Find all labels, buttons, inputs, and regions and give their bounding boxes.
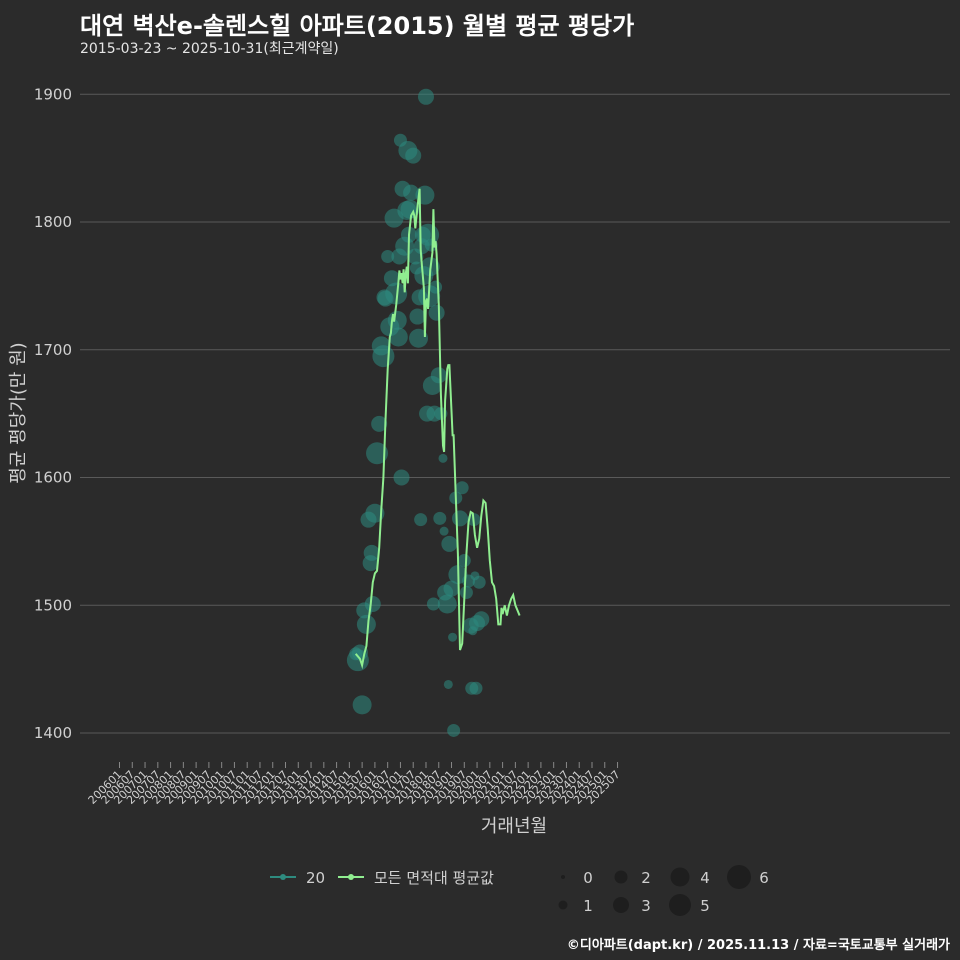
size-legend-circle <box>613 897 629 913</box>
scatter-point <box>455 481 469 495</box>
size-legend-circle <box>614 870 628 884</box>
scatter-point <box>403 184 420 201</box>
scatter-point <box>459 585 473 599</box>
scatter-point <box>457 554 471 568</box>
y-tick-label: 1500 <box>34 596 72 614</box>
scatter-point <box>356 614 376 634</box>
scatter-point <box>441 535 458 552</box>
size-legend-label: 0 <box>583 869 593 887</box>
scatter-point <box>433 511 447 525</box>
scatter-point <box>409 308 426 325</box>
size-legend-circle <box>561 875 565 879</box>
scatter-point <box>469 681 483 695</box>
legend: 20 모든 면적대 평균값 0 1 2 3 4 5 6 <box>270 865 769 916</box>
size-legend-circle <box>670 867 690 887</box>
chart-title: 대연 벽산e-솔렌스힐 아파트(2015) 월별 평균 평당가 <box>80 12 635 40</box>
scatter-point <box>426 597 440 611</box>
scatter-point <box>472 575 486 589</box>
scatter-point <box>393 469 410 486</box>
scatter-point <box>385 282 408 305</box>
chart-subtitle: 2015-03-23 ~ 2025-10-31(최근계약일) <box>80 41 339 57</box>
x-axis-label: 거래년월 <box>481 816 547 837</box>
size-legend-label: 3 <box>641 897 651 915</box>
scatter-point <box>414 513 428 527</box>
scatter-point <box>452 510 469 527</box>
y-tick-label: 1800 <box>34 213 72 231</box>
scatter-point <box>417 88 434 105</box>
scatter-point <box>430 367 447 384</box>
y-tick-label: 1700 <box>34 341 72 359</box>
scatter-point <box>372 345 395 368</box>
scatter-point <box>381 249 395 263</box>
size-legend-label: 2 <box>641 869 651 887</box>
size-legend-label: 4 <box>700 869 710 887</box>
scatter-point <box>366 442 389 465</box>
scatter-point <box>448 632 458 642</box>
legend-marker-20 <box>280 874 286 880</box>
scatter-point <box>473 611 490 628</box>
scatter-point <box>438 453 448 463</box>
average-line <box>354 188 521 670</box>
scatter-point <box>363 544 380 561</box>
y-tick-label: 1400 <box>34 724 72 742</box>
y-axis-label: 평균 평당가(만 원) <box>8 342 29 483</box>
scatter-point <box>383 270 400 287</box>
scatter-point <box>439 526 449 536</box>
scatter-point <box>364 595 381 612</box>
size-legend-circle <box>727 865 751 889</box>
footer-credit: ©디아파트(dapt.kr) / 2025.11.13 / 자료=국토교통부 실… <box>566 938 950 953</box>
scatter-point <box>405 147 422 164</box>
scatter-point <box>352 695 372 715</box>
scatter-point <box>429 280 443 294</box>
scatter-point <box>443 580 460 597</box>
scatter-point <box>437 594 457 614</box>
size-legend-label: 1 <box>583 897 593 915</box>
scatter-point <box>409 328 429 348</box>
legend-marker-average <box>348 874 354 880</box>
size-legend-circle <box>669 894 691 916</box>
scatter-point <box>365 503 385 523</box>
y-tick-label: 1900 <box>34 85 72 103</box>
scatter-point <box>388 327 408 347</box>
size-legend-circle <box>558 900 568 910</box>
scatter-point <box>447 723 461 737</box>
legend-label-20: 20 <box>306 869 325 887</box>
size-legend-label: 5 <box>700 897 710 915</box>
legend-label-average: 모든 면적대 평균값 <box>374 869 494 887</box>
scatter-point <box>371 415 388 432</box>
size-legend-label: 6 <box>759 869 769 887</box>
scatter-point <box>428 304 445 321</box>
y-tick-label: 1600 <box>34 469 72 487</box>
scatter-point <box>443 679 453 689</box>
